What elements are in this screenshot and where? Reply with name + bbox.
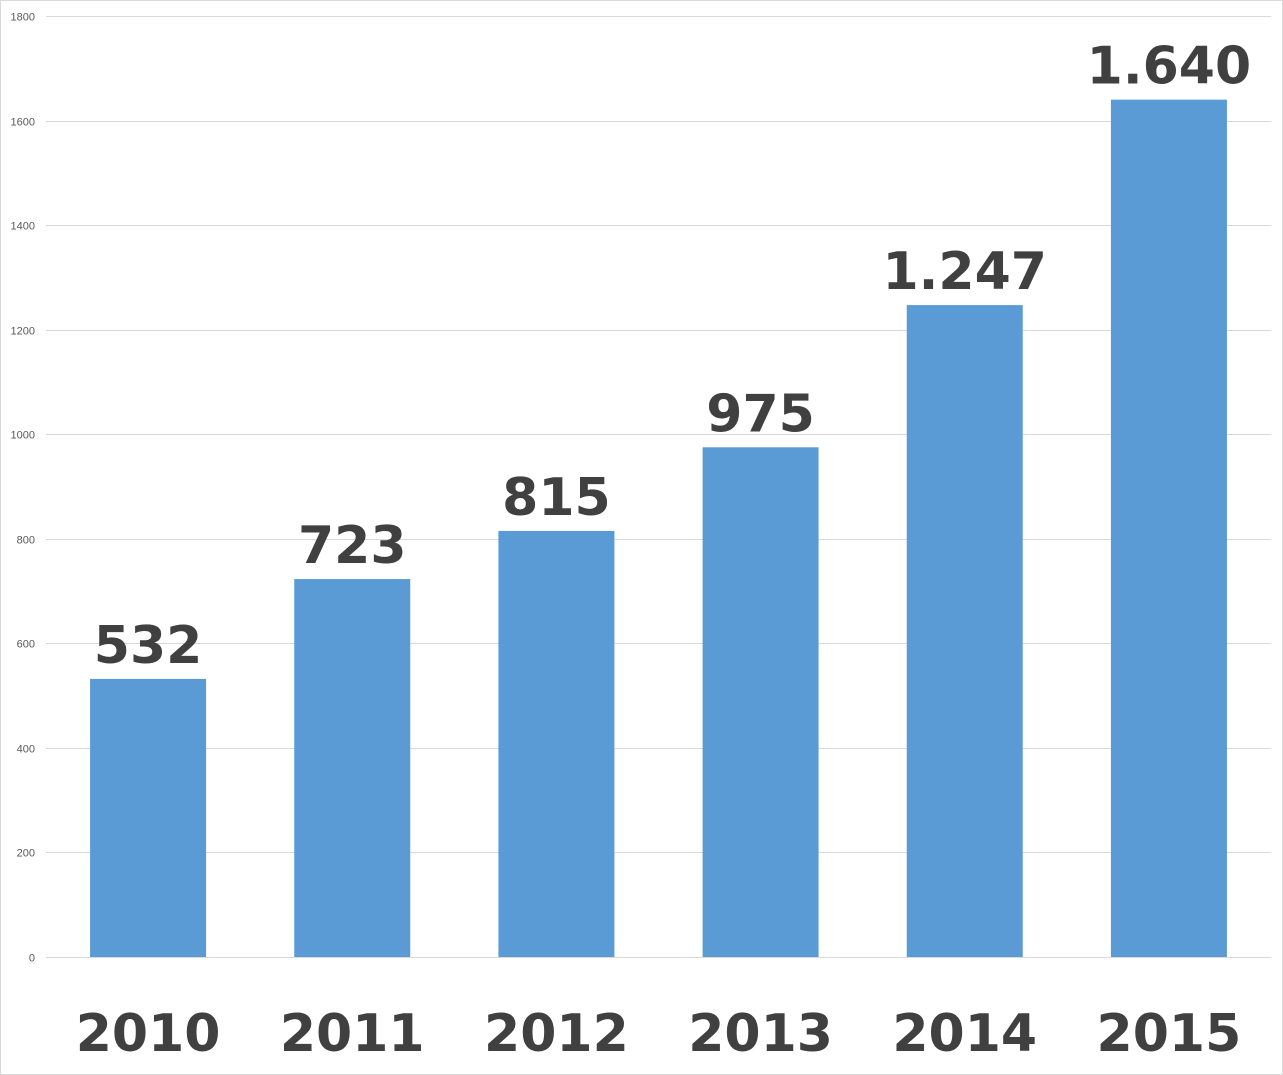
y-tick-label: 1000 xyxy=(11,430,35,442)
y-tick-label: 600 xyxy=(17,639,35,651)
bar-2013 xyxy=(702,447,819,957)
x-category-label-2011: 2011 xyxy=(280,1004,425,1064)
bar-2011 xyxy=(294,579,411,957)
x-category-label-2012: 2012 xyxy=(484,1004,629,1064)
x-category-label-2014: 2014 xyxy=(892,1004,1037,1064)
y-tick-label: 0 xyxy=(29,953,35,965)
data-label-2014: 1.247 xyxy=(883,242,1047,302)
gridlines xyxy=(46,16,1271,958)
bar-2010 xyxy=(90,678,207,957)
x-category-label-2013: 2013 xyxy=(688,1004,833,1064)
y-axis-tick-labels: 0 200 400 600 800 1000 1200 1400 1600 1800 xyxy=(11,12,35,965)
x-category-label-2015: 2015 xyxy=(1097,1004,1242,1064)
data-label-2010: 532 xyxy=(94,616,203,676)
bar-2012 xyxy=(498,530,615,957)
y-tick-label: 400 xyxy=(17,744,35,756)
data-label-2015: 1.640 xyxy=(1087,37,1251,97)
data-label-2011: 723 xyxy=(298,516,407,576)
data-labels: 532 723 815 975 1.247 1.640 xyxy=(94,37,1251,676)
bars xyxy=(90,99,1227,958)
bar-2015 xyxy=(1110,99,1227,957)
y-tick-label: 1400 xyxy=(11,221,35,233)
y-tick-label: 1200 xyxy=(11,326,35,338)
data-label-2013: 975 xyxy=(706,384,815,444)
data-label-2012: 815 xyxy=(502,468,611,528)
x-axis-category-labels: 2010 2011 2012 2013 2014 2015 xyxy=(76,1004,1242,1064)
y-tick-label: 800 xyxy=(17,535,35,547)
y-tick-label: 200 xyxy=(17,848,35,860)
x-category-label-2010: 2010 xyxy=(76,1004,221,1064)
y-tick-label: 1800 xyxy=(11,12,35,24)
bar-2014 xyxy=(906,305,1023,958)
y-tick-label: 1600 xyxy=(11,117,35,129)
